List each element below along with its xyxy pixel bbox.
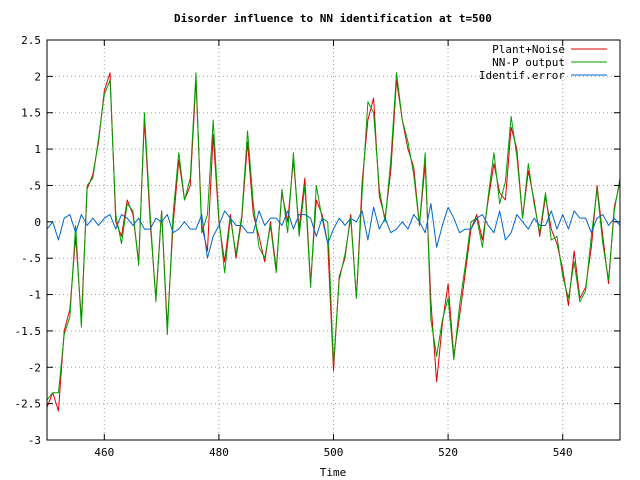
y-tick-label: -1.5 [15, 325, 42, 338]
plot-series [46, 72, 621, 412]
y-tick-label: -2 [28, 361, 41, 374]
series-line-identif-error [46, 203, 621, 259]
legend-label: Plant+Noise [492, 43, 565, 56]
y-tick-label: .5 [28, 179, 41, 192]
axis-ticks: -3 -2.5 -2 -1.5 -1 -.5 0 .5 1 1.5 2 2.5 460 480 500 520… [15, 34, 620, 459]
grid [47, 40, 620, 440]
chart-title: Disorder influence to NN identification … [174, 12, 492, 25]
legend-label: NN-P output [492, 56, 565, 69]
y-tick-label: 0 [34, 216, 41, 229]
y-tick-label: 1.5 [21, 107, 41, 120]
x-axis-label: Time [320, 466, 347, 479]
x-tick-label: 460 [94, 446, 114, 459]
y-tick-label: 1 [34, 143, 41, 156]
x-tick-label: 500 [324, 446, 344, 459]
y-tick-label: 2.5 [21, 34, 41, 47]
x-tick-label: 540 [553, 446, 573, 459]
series-line-nn-p-output [46, 72, 621, 401]
y-tick-label: -.5 [21, 252, 41, 265]
legend-label: Identif.error [479, 69, 565, 82]
y-tick-label: -2.5 [15, 398, 42, 411]
y-tick-label: -3 [28, 434, 41, 447]
x-tick-label: 520 [438, 446, 458, 459]
x-tick-label: 480 [209, 446, 229, 459]
y-tick-label: 2 [34, 70, 41, 83]
y-tick-label: -1 [28, 289, 41, 302]
